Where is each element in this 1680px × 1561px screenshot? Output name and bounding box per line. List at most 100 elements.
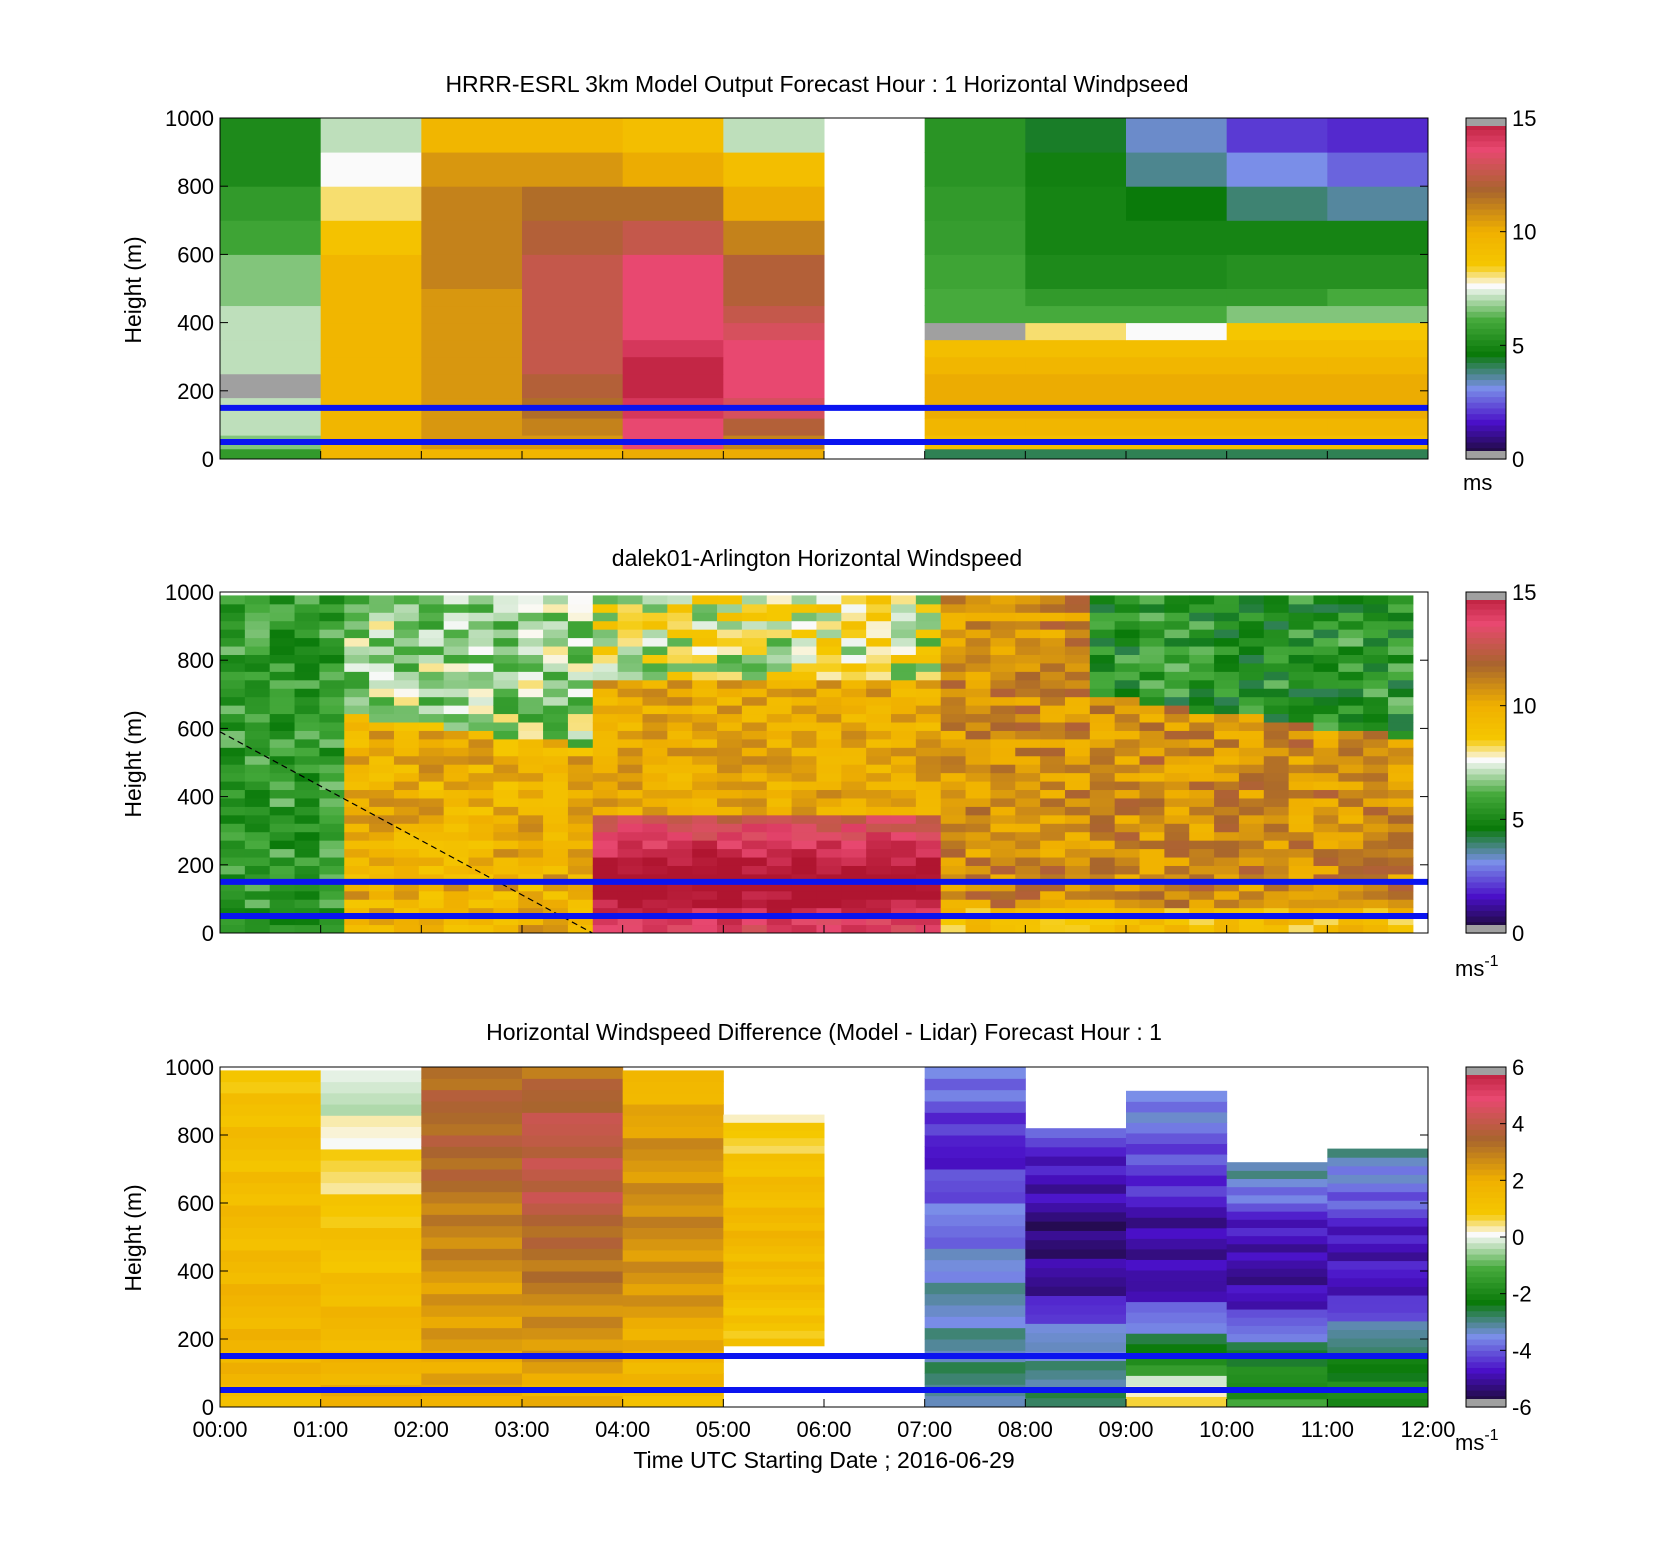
lidar-cell xyxy=(220,916,246,926)
heatmap-cell xyxy=(622,118,724,153)
lidar-cell xyxy=(294,730,320,740)
lidar-cell xyxy=(269,806,296,816)
lidar-cell xyxy=(369,671,395,681)
lidar-cell xyxy=(667,781,693,791)
lidar-cell xyxy=(990,620,1016,630)
lidar-cell xyxy=(443,916,470,926)
difference-cell xyxy=(1025,1221,1127,1231)
difference-cell xyxy=(220,1328,322,1341)
lidar-cell xyxy=(766,738,793,748)
lidar-cell xyxy=(369,831,395,841)
difference-cell xyxy=(1226,1186,1328,1196)
lidar-cell xyxy=(418,705,445,715)
heatmap-cell xyxy=(522,118,624,153)
lidar-cell xyxy=(1388,637,1414,647)
difference-cell xyxy=(1327,1295,1429,1305)
lidar-cell xyxy=(642,730,668,740)
lidar-cell xyxy=(766,899,793,909)
lidar-cell xyxy=(1263,890,1290,900)
difference-cell xyxy=(421,1214,523,1227)
lidar-cell xyxy=(1089,755,1116,765)
lidar-cell xyxy=(940,789,967,799)
colorbar-swatch xyxy=(1466,1112,1506,1119)
lidar-cell xyxy=(891,646,917,655)
lidar-cell xyxy=(841,857,867,866)
lidar-cell xyxy=(493,831,519,841)
lidar-cell xyxy=(592,629,619,639)
difference-cell xyxy=(522,1225,624,1238)
lidar-cell xyxy=(791,924,817,934)
lidar-cell xyxy=(1288,722,1314,731)
lidar-cell xyxy=(592,755,619,765)
lidar-cell xyxy=(592,654,619,664)
lidar-cell xyxy=(1238,890,1265,900)
lidar-cell xyxy=(319,612,345,622)
lidar-cell xyxy=(841,612,867,622)
difference-cell xyxy=(723,1284,825,1293)
lidar-cell xyxy=(717,747,743,757)
lidar-cell xyxy=(344,916,370,926)
lidar-cell xyxy=(1214,612,1240,622)
lidar-cell xyxy=(816,671,842,681)
lidar-cell xyxy=(220,620,246,630)
lidar-cell xyxy=(1114,907,1141,917)
lidar-cell xyxy=(990,629,1016,639)
lidar-cell xyxy=(741,831,768,841)
lidar-cell xyxy=(1040,924,1066,934)
lidar-cell xyxy=(766,772,793,782)
lidar-cell xyxy=(866,688,892,698)
lidar-cell xyxy=(791,705,817,715)
lidar-cell xyxy=(965,679,991,689)
lidar-cell xyxy=(319,848,345,858)
y-tick-label: 600 xyxy=(177,716,214,741)
lidar-cell xyxy=(1164,696,1190,706)
colorbar-swatch xyxy=(1466,1191,1506,1198)
lidar-cell xyxy=(418,637,445,647)
lidar-cell xyxy=(1214,781,1240,791)
colorbar-swatch xyxy=(1466,779,1506,786)
lidar-cell xyxy=(866,882,892,892)
lidar-cell xyxy=(940,797,967,807)
lidar-cell xyxy=(543,722,569,731)
heatmap-cell xyxy=(924,418,1026,436)
lidar-cell xyxy=(667,705,693,715)
difference-cell xyxy=(1126,1090,1228,1102)
lidar-cell xyxy=(1214,629,1240,639)
difference-cell xyxy=(421,1078,523,1091)
lidar-cell xyxy=(319,671,345,681)
lidar-cell xyxy=(1089,705,1116,715)
lidar-cell xyxy=(493,840,519,850)
lidar-cell xyxy=(1040,857,1066,866)
lidar-cell xyxy=(369,781,395,791)
lidar-cell xyxy=(617,688,643,698)
lidar-cell xyxy=(692,924,718,934)
lidar-cell xyxy=(717,823,743,833)
lidar-cell xyxy=(1388,924,1414,934)
lidar-cell xyxy=(741,738,768,748)
lidar-cell xyxy=(841,662,867,672)
lidar-cell xyxy=(642,806,668,816)
lidar-cell xyxy=(567,747,594,757)
lidar-cell xyxy=(891,603,917,613)
lidar-cell xyxy=(418,738,445,748)
lidar-cell xyxy=(1238,806,1265,816)
lidar-cell xyxy=(1015,924,1041,934)
lidar-cell xyxy=(990,713,1016,723)
lidar-cell xyxy=(940,873,967,883)
lidar-cell xyxy=(990,764,1016,774)
lidar-cell xyxy=(816,823,842,833)
lidar-cell xyxy=(766,612,793,622)
colorbar-swatch xyxy=(1466,819,1506,826)
lidar-cell xyxy=(418,730,445,740)
lidar-cell xyxy=(567,654,594,664)
lidar-cell xyxy=(642,781,668,791)
lidar-cell xyxy=(294,840,320,850)
lidar-cell xyxy=(617,781,643,791)
lidar-cell xyxy=(1040,907,1066,917)
colorbar-swatch xyxy=(1466,220,1506,227)
lidar-cell xyxy=(667,603,693,613)
lidar-cell xyxy=(244,781,271,791)
lidar-cell xyxy=(443,629,470,639)
lidar-cell xyxy=(294,705,320,715)
lidar-cell xyxy=(965,705,991,715)
